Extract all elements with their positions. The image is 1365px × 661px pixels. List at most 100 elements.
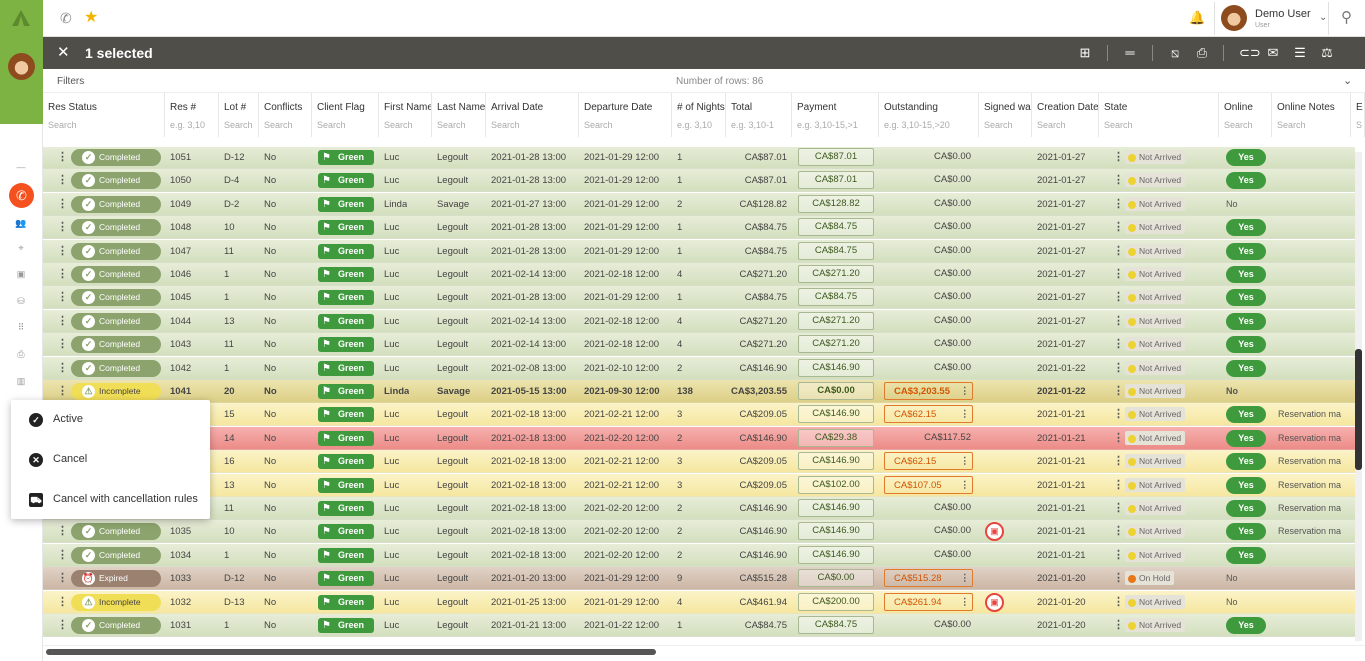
payment-button[interactable]: CA$128.82 [798,194,874,213]
column-header[interactable]: Last Name Search [432,93,486,137]
column-header[interactable]: State Search [1099,93,1219,137]
client-flag[interactable]: Green [318,337,374,353]
column-header[interactable]: First Name Search [379,93,432,137]
gavel-icon[interactable]: ⚖ [1321,45,1333,60]
payment-button[interactable]: CA$29.38 [798,428,874,447]
outstanding-menu-icon[interactable]: ⋮ [960,386,970,397]
column-title[interactable]: Lot # [224,102,247,113]
payment-button[interactable]: CA$146.90 [798,358,874,377]
state-menu-icon[interactable]: ⋮ [1113,502,1124,514]
payment-button[interactable]: CA$271.20 [798,335,874,354]
client-flag[interactable]: Green [318,150,374,165]
document-icon[interactable]: ☰ [1294,45,1306,60]
column-search-input[interactable]: e.g. 3,10-15,>20 [884,120,950,130]
column-search-input[interactable]: Search [384,120,413,130]
column-title[interactable]: Outstanding [884,102,938,113]
table-row[interactable]: ⋮ Incomplete ⚠ 1041 20 No Linda Savage 2021-05-1… [43,380,1355,403]
column-search-input[interactable]: Search [437,120,466,130]
client-flag[interactable]: Green [318,618,374,633]
column-title[interactable]: State [1104,102,1128,113]
table-row[interactable]: ⋮ Completed ✓ 1035 10 No Luc Legoult 2021-02-18 … [43,520,1355,544]
row-menu-icon[interactable]: ⋮ [57,619,68,631]
column-header[interactable]: Total e.g. 3,10-1 [726,93,792,137]
filters-toggle[interactable]: Filters [57,76,85,87]
table-row[interactable]: ⋮ 15 No Luc Legoult 2021-02-18 13:00 2021-02-2… [43,403,1355,427]
client-flag[interactable]: Green [318,384,374,399]
client-flag[interactable]: Green [318,267,374,282]
row-menu-icon[interactable]: ⋮ [57,572,68,585]
tent-logo-icon[interactable] [11,8,31,28]
row-menu-icon[interactable]: ⋮ [57,361,68,374]
payment-button[interactable]: CA$146.90 [798,405,874,424]
column-header[interactable]: Online Search [1219,93,1272,137]
phone-icon[interactable]: ✆ [60,10,72,26]
client-flag[interactable]: Green [318,477,374,493]
payment-button[interactable]: CA$146.90 [798,522,874,541]
users-nav-icon[interactable]: 👥 [15,218,27,228]
payment-button[interactable]: CA$271.20 [798,265,874,283]
column-header[interactable]: Lot # Search [219,93,259,137]
payment-button[interactable]: CA$84.75 [798,218,874,237]
row-menu-icon[interactable]: ⋮ [57,174,68,187]
column-title[interactable]: Signed wai [984,102,1032,113]
phone-nav-icon[interactable]: ✆ [9,183,34,208]
payment-button[interactable]: CA$0.00 [798,569,874,588]
row-menu-icon[interactable]: ⋮ [57,151,68,163]
table-row[interactable]: ⋮ Completed ✓ 1049 D-2 No Linda Savage 2021-01-2… [43,192,1355,216]
state-menu-icon[interactable]: ⋮ [1113,291,1124,304]
row-menu-icon[interactable]: ⋮ [57,291,68,304]
vertical-scrollbar-thumb[interactable] [1355,349,1362,470]
table-row[interactable]: ⋮ Completed ✓ 1043 11 No Luc Legoult 2021-02-14 … [43,333,1355,357]
column-title[interactable]: Payment [797,102,837,113]
row-menu-icon[interactable]: ⋮ [57,338,68,351]
state-menu-icon[interactable]: ⋮ [1113,619,1124,631]
row-menu-icon[interactable]: ⋮ [57,268,68,280]
table-row[interactable]: ⋮ Completed ✓ 1048 10 No Luc Legoult 2021-01-28 … [43,216,1355,240]
column-title[interactable]: Departure Date [584,102,653,113]
payment-button[interactable]: CA$0.00 [798,382,874,400]
column-title[interactable]: Online Notes [1277,102,1335,113]
column-header[interactable]: Res # e.g. 3,10 [165,93,219,137]
mail-icon[interactable]: ✉ [1267,45,1279,60]
state-menu-icon[interactable]: ⋮ [1113,221,1124,234]
state-menu-icon[interactable]: ⋮ [1113,548,1124,561]
column-header[interactable]: Arrival Date Search [486,93,579,137]
client-flag[interactable]: Green [318,196,374,212]
printer-icon[interactable]: ⎙ [1196,45,1208,60]
column-search-input[interactable]: e.g. 3,10-15,>1 [797,120,858,130]
column-header[interactable]: Outstanding e.g. 3,10-15,>20 [879,93,979,137]
state-menu-icon[interactable]: ⋮ [1113,385,1124,397]
column-title[interactable]: Client Flag [317,102,365,113]
payment-button[interactable]: CA$87.01 [798,148,874,166]
table-row[interactable]: ⋮ Completed ✓ 1050 D-4 No Luc Legoult 2021-01-28… [43,169,1355,193]
row-menu-icon[interactable]: ⋮ [57,197,68,210]
bell-icon[interactable]: 🔔 [1189,10,1206,25]
table-row[interactable]: ⋮ Completed ✓ 1045 1 No Luc Legoult 2021-01-28 1… [43,286,1355,310]
table-row[interactable]: ⋮ 13 No Luc Legoult 2021-02-18 13:00 2021-02-2… [43,473,1355,497]
column-header[interactable]: Conflicts Search [259,93,312,137]
table-row[interactable]: ⋮ Completed ✓ 1047 11 No Luc Legoult 2021-01-28 … [43,239,1355,263]
ruler-icon[interactable]: ═ [1125,45,1135,60]
map-pin-nav-icon[interactable]: ⌖ [18,243,24,253]
client-flag[interactable]: Green [318,173,374,189]
table-row[interactable]: ⋮ Completed ✓ 1051 D-12 No Luc Legoult 2021-01-2… [43,147,1355,169]
column-search-input[interactable]: Search [1037,120,1066,130]
signed-waiver-icon[interactable]: ▣ [985,592,1004,612]
column-header[interactable]: Creation Date Search [1032,93,1099,137]
close-icon[interactable]: ✕ [57,44,70,61]
grid-nav-icon[interactable]: ⠿ [17,322,25,332]
payment-button[interactable]: CA$200.00 [798,592,874,611]
outstanding-menu-icon[interactable]: ⋮ [960,573,970,585]
outstanding-menu-icon[interactable]: ⋮ [960,456,970,468]
outstanding-amount[interactable]: CA$62.15 [884,452,973,471]
search-icon[interactable]: ⚲ [1341,9,1352,26]
table-row[interactable]: ⋮ Expired ⏰ 1033 D-12 No Luc Legoult 2021-01-20 … [43,567,1355,591]
column-header[interactable]: Signed wai Search [979,93,1032,137]
menu-item-active[interactable]: ✓ Active [11,400,210,440]
signed-waiver-icon[interactable]: ▣ [985,522,1004,542]
outstanding-amount[interactable]: CA$261.94 [884,592,973,611]
user-menu[interactable]: Demo User User ⌄ [1214,2,1329,35]
column-search-input[interactable]: Search [1277,120,1306,130]
column-search-input[interactable]: Search [491,120,520,130]
client-flag[interactable]: Green [318,571,374,587]
